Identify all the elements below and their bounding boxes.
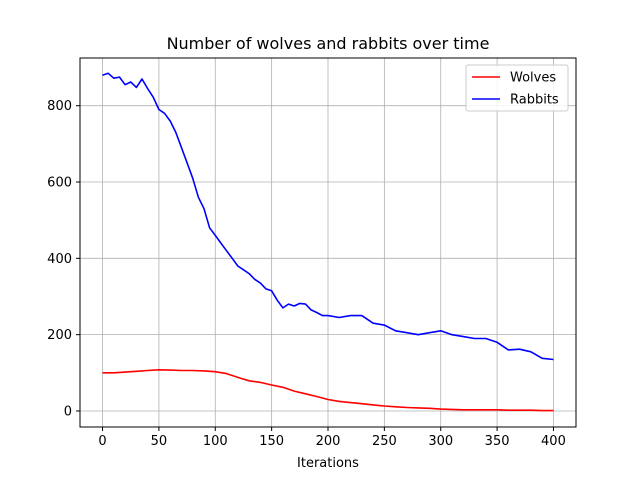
y-tick-label: 800 (47, 99, 72, 114)
y-tick-label: 200 (47, 328, 72, 343)
x-axis-label: Iterations (297, 456, 359, 471)
y-axis-ticks: 0 200 400 600 800 (47, 99, 80, 419)
x-tick-label: 100 (203, 434, 228, 449)
x-tick-label: 150 (259, 434, 284, 449)
legend-label-rabbits: Rabbits (510, 93, 559, 108)
x-tick-label: 0 (98, 434, 106, 449)
y-tick-label: 0 (64, 404, 72, 419)
x-tick-label: 350 (485, 434, 510, 449)
x-tick-label: 400 (541, 434, 566, 449)
x-tick-label: 250 (372, 434, 397, 449)
x-axis-ticks: 0 50 100 150 200 250 300 350 400 (98, 427, 566, 449)
series-line-rabbits (102, 72, 554, 361)
series-line-wolves (102, 368, 554, 412)
x-tick-label: 200 (316, 434, 341, 449)
y-tick-label: 600 (47, 176, 72, 191)
y-tick-label: 400 (47, 252, 72, 267)
x-tick-label: 50 (151, 434, 168, 449)
chart-title: Number of wolves and rabbits over time (167, 34, 490, 53)
legend: Wolves Rabbits (465, 64, 569, 112)
legend-label-wolves: Wolves (510, 71, 556, 86)
grid-lines (80, 58, 576, 427)
series-layer (102, 72, 554, 412)
x-tick-label: 300 (428, 434, 453, 449)
